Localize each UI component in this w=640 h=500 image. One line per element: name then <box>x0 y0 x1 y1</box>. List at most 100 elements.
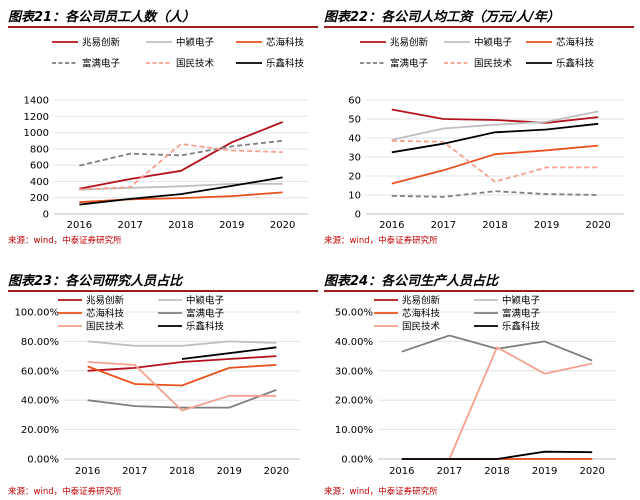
legend-label: 富满电子 <box>390 58 429 70</box>
series-line <box>391 122 599 154</box>
x-tick-label: 2016 <box>75 466 100 477</box>
series-line <box>401 450 593 460</box>
series-line <box>79 182 283 191</box>
legend-label: 芯海科技 <box>266 37 305 49</box>
x-tick-label: 2018 <box>482 220 507 231</box>
panel-title: 图表24：各公司生产人员占比 <box>324 274 499 289</box>
legend-label: 富满电子 <box>502 308 541 320</box>
y-tick-label: 0.00% <box>341 455 373 466</box>
panel-rd-staff-ratio: 图表23：各公司研究人员占比 0.00% 20.00% 40.00% 60.00% 80… <box>8 270 318 498</box>
panel-production-staff-ratio: 图表24：各公司生产人员占比 0.00% 10.00% 20.00% 30.00% 40… <box>324 270 634 498</box>
series-line <box>79 139 283 167</box>
panel-employee-count: 图表21：各公司员工人数（人） 0 200 400 600 800 1000 1200 140… <box>8 6 318 246</box>
y-tick-label: 40 <box>348 134 361 145</box>
x-tick-label: 2018 <box>169 466 194 477</box>
x-tick-label: 2017 <box>117 220 142 231</box>
y-tick-label: 10.00% <box>335 425 373 436</box>
x-tick-label: 2019 <box>534 220 559 231</box>
legend-label: 乐鑫科技 <box>502 321 541 333</box>
y-tick-label: 50 <box>348 115 361 126</box>
y-tick-label: 60 <box>348 96 361 107</box>
x-tick-label: 2020 <box>585 220 610 231</box>
source-note: 来源：wind，中泰证券研究所 <box>324 487 438 497</box>
y-tick-label: 1000 <box>24 128 49 139</box>
x-tick-label: 2017 <box>431 220 456 231</box>
series-line <box>391 110 599 141</box>
y-tick-label: 0 <box>355 210 361 221</box>
series-line <box>87 355 277 372</box>
series-line <box>87 340 277 347</box>
legend-label: 富满电子 <box>82 58 121 70</box>
y-tick-label: 20.00% <box>21 425 59 436</box>
legend-label: 中颖电子 <box>502 295 541 307</box>
y-tick-label: 60.00% <box>21 366 59 377</box>
y-tick-label: 30.00% <box>335 366 373 377</box>
legend-label: 中颖电子 <box>186 295 225 307</box>
x-tick-label: 2016 <box>389 466 414 477</box>
source-note: 来源：wind，中泰证券研究所 <box>8 487 122 497</box>
x-tick-label: 2018 <box>484 466 509 477</box>
x-tick-label: 2019 <box>216 466 241 477</box>
y-tick-label: 600 <box>30 161 49 172</box>
legend-label: 国民技术 <box>402 321 441 333</box>
panel-average-salary: 图表22：各公司人均工资（万元/人/年） 0 10 20 30 40 50 60 2016 20… <box>324 6 634 246</box>
legend-label: 国民技术 <box>86 321 125 333</box>
title-rule <box>8 26 318 28</box>
y-tick-label: 40.00% <box>21 396 59 407</box>
x-tick-label: 2017 <box>122 466 147 477</box>
y-tick-label: 80.00% <box>21 337 59 348</box>
x-tick-label: 2020 <box>270 220 295 231</box>
legend-label: 兆易创新 <box>390 37 429 49</box>
legend-label: 芯海科技 <box>86 308 125 320</box>
line-chart-production-staff-ratio: 0.00% 10.00% 20.00% 30.00% 40.00% 50.00% 2016 2… <box>335 295 616 477</box>
x-tick-label: 2020 <box>579 466 604 477</box>
series-line <box>87 389 277 409</box>
series-line <box>87 361 277 412</box>
legend-label: 富满电子 <box>186 308 225 320</box>
series-line <box>391 144 599 185</box>
legend-label: 中颖电子 <box>176 37 215 49</box>
title-rule <box>324 26 634 28</box>
series-line <box>87 364 277 387</box>
series-line <box>401 346 593 460</box>
legend-label: 国民技术 <box>474 58 513 70</box>
y-tick-label: 40.00% <box>335 337 373 348</box>
panel-title: 图表21：各公司员工人数（人） <box>8 10 196 25</box>
y-tick-label: 20.00% <box>335 396 373 407</box>
legend-label: 国民技术 <box>176 58 215 70</box>
x-tick-label: 2019 <box>532 466 557 477</box>
series-line <box>391 139 599 183</box>
panel-title: 图表23：各公司研究人员占比 <box>8 274 183 289</box>
x-tick-label: 2016 <box>379 220 404 231</box>
line-chart-rd-staff-ratio: 0.00% 20.00% 40.00% 60.00% 80.00% 100.00% 2016… <box>15 295 300 477</box>
y-tick-label: 100.00% <box>15 308 60 319</box>
source-note: 来源：wind，中泰证券研究所 <box>8 236 122 246</box>
title-rule <box>8 290 318 292</box>
series-line <box>79 121 283 190</box>
y-tick-label: 800 <box>30 144 49 155</box>
title-rule <box>324 290 634 292</box>
series-line <box>391 108 599 124</box>
series-line <box>181 346 277 360</box>
y-tick-label: 10 <box>348 191 361 202</box>
panel-title: 图表22：各公司人均工资（万元/人/年） <box>324 10 560 25</box>
legend-label: 芯海科技 <box>402 308 441 320</box>
y-tick-label: 50.00% <box>335 308 373 319</box>
x-tick-label: 2019 <box>219 220 244 231</box>
line-chart-employee-count: 0 200 400 600 800 1000 1200 1400 2016 2017 2018 201… <box>24 37 308 231</box>
series-line <box>391 190 599 198</box>
y-tick-label: 1400 <box>24 96 49 107</box>
legend-label: 乐鑫科技 <box>266 58 305 70</box>
legend-label: 乐鑫科技 <box>186 321 225 333</box>
legend-label: 兆易创新 <box>86 295 125 307</box>
x-tick-label: 2018 <box>168 220 193 231</box>
x-tick-label: 2016 <box>67 220 92 231</box>
line-chart-average-salary: 0 10 20 30 40 50 60 2016 2017 2018 2019 2020 兆易创新 中颖电… <box>348 37 624 231</box>
y-tick-label: 0.00% <box>27 455 59 466</box>
y-tick-label: 200 <box>30 193 49 204</box>
legend-label: 芯海科技 <box>556 37 595 49</box>
legend-label: 兆易创新 <box>402 295 441 307</box>
y-tick-label: 400 <box>30 177 49 188</box>
y-tick-label: 20 <box>348 172 361 183</box>
source-note: 来源：wind，中泰证券研究所 <box>324 236 438 246</box>
